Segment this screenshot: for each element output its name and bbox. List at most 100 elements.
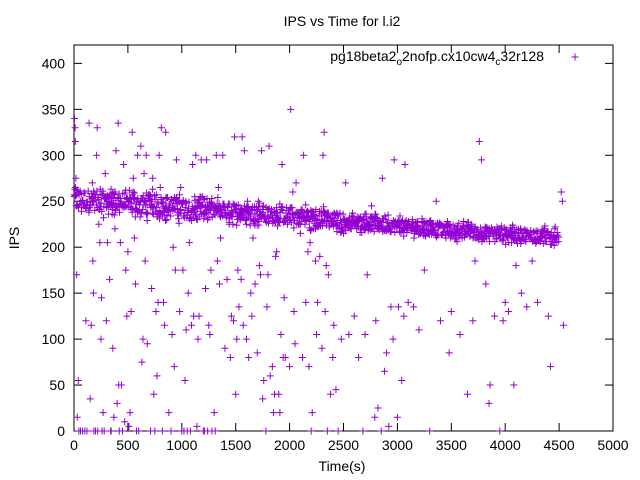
data-point: [301, 220, 309, 228]
data-point: [546, 363, 554, 371]
data-point: [277, 331, 285, 338]
data-point: [163, 216, 171, 224]
data-point: [103, 239, 111, 247]
data-point: [77, 207, 85, 215]
data-point: [108, 206, 116, 214]
data-point: [137, 142, 145, 150]
data-point: [437, 317, 445, 325]
data-point: [458, 234, 466, 242]
data-point: [122, 266, 130, 274]
data-point: [114, 119, 122, 127]
data-point: [139, 335, 147, 343]
data-point: [256, 271, 264, 279]
data-point: [195, 312, 203, 320]
data-point: [165, 409, 173, 417]
data-point: [266, 372, 274, 380]
data-point: [362, 215, 370, 223]
data-point: [129, 174, 137, 182]
data-point: [112, 147, 120, 155]
data-point: [231, 133, 239, 141]
data-point: [337, 335, 345, 343]
data-point: [380, 367, 388, 375]
data-point: [86, 202, 94, 210]
data-point: [247, 289, 255, 297]
data-point: [432, 197, 440, 205]
data-point: [214, 194, 222, 202]
data-point: [275, 390, 283, 398]
data-point: [355, 353, 363, 361]
data-point: [185, 239, 193, 247]
data-point: [115, 208, 123, 216]
data-point: [378, 174, 386, 182]
x-tick-label: 1500: [220, 437, 251, 453]
data-point: [123, 312, 131, 320]
data-point: [318, 344, 326, 352]
data-point: [228, 213, 236, 221]
data-point: [194, 335, 202, 343]
data-point: [504, 308, 512, 316]
data-point: [161, 321, 169, 329]
data-point: [499, 236, 507, 244]
data-point: [73, 413, 81, 421]
data-point: [155, 151, 163, 159]
data-point: [109, 344, 117, 352]
data-point: [230, 317, 238, 325]
data-point: [431, 226, 439, 234]
data-point: [269, 409, 277, 417]
data-point: [294, 220, 302, 228]
data-point: [142, 210, 150, 218]
data-point: [254, 197, 262, 205]
data-point: [258, 147, 266, 155]
chart-title: IPS vs Time for l.i2: [284, 13, 401, 29]
data-point: [207, 266, 215, 274]
data-point: [523, 303, 531, 311]
data-point: [168, 331, 176, 338]
data-point: [207, 198, 215, 206]
data-point: [482, 280, 490, 288]
data-point: [278, 203, 286, 211]
data-point: [253, 206, 261, 214]
data-point: [181, 376, 189, 384]
data-point: [196, 193, 204, 201]
data-point: [140, 170, 148, 178]
data-point: [374, 404, 382, 412]
data-point: [290, 308, 298, 316]
data-point: [327, 390, 335, 398]
data-point: [350, 312, 358, 320]
data-point: [233, 221, 241, 229]
data-point: [71, 138, 79, 145]
data-point: [189, 160, 197, 168]
data-point: [71, 124, 79, 132]
data-point: [110, 413, 118, 421]
data-point: [141, 257, 149, 265]
data-point: [291, 340, 299, 348]
x-tick-label: 5000: [597, 437, 628, 453]
data-point: [234, 201, 242, 209]
data-point: [239, 321, 247, 329]
x-tick-label: 2000: [274, 437, 305, 453]
data-point: [148, 285, 156, 293]
data-point: [475, 138, 483, 145]
data-point: [541, 234, 549, 242]
data-point: [150, 390, 158, 398]
data-point: [193, 422, 201, 430]
data-point: [538, 233, 546, 241]
data-point: [248, 312, 256, 320]
data-point: [108, 200, 116, 208]
data-point: [274, 222, 282, 230]
data-point: [323, 427, 331, 435]
data-point: [149, 185, 157, 193]
data-point: [142, 151, 150, 159]
data-point: [415, 326, 423, 334]
data-point: [528, 257, 536, 265]
data-point: [179, 266, 187, 274]
x-tick-label: 3500: [436, 437, 467, 453]
x-tick-label: 4000: [490, 437, 521, 453]
data-point: [163, 194, 171, 202]
data-point: [262, 427, 270, 435]
data-point: [169, 243, 177, 251]
data-point: [263, 303, 271, 311]
data-point: [290, 224, 298, 232]
data-point: [206, 331, 214, 338]
data-point: [558, 197, 566, 205]
